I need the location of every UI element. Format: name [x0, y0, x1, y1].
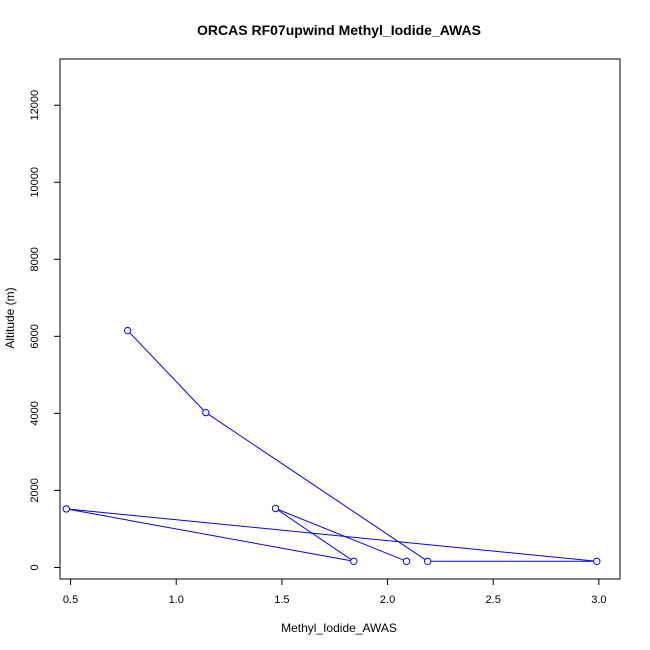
y-tick-label: 6000: [29, 324, 41, 348]
x-tick-label: 1.5: [274, 594, 289, 606]
x-tick-label: 0.5: [63, 594, 78, 606]
y-tick-label: 4000: [29, 401, 41, 425]
data-point: [62, 505, 71, 513]
data-point: [123, 326, 132, 335]
series-line-segment: [205, 412, 428, 562]
x-axis-title: Methyl_Iodide_AWAS: [281, 621, 397, 635]
y-tick-label: 8000: [29, 247, 41, 271]
y-axis-title: Altitude (m): [3, 287, 17, 348]
y-axis: 0 2000 4000 6000 8000 10000 12000: [29, 90, 60, 571]
x-tick-label: 2.0: [380, 594, 395, 606]
y-tick-label: 0: [29, 564, 41, 570]
series-line-segment: [66, 508, 354, 562]
x-tick-label: 2.5: [486, 594, 501, 606]
series-line-segment: [127, 330, 207, 413]
x-tick-label: 1.0: [169, 594, 184, 606]
series-line-segment: [66, 508, 597, 562]
x-tick-label: 3.0: [591, 594, 606, 606]
data-point: [271, 504, 280, 513]
data-point: [402, 557, 411, 565]
y-tick-label: 2000: [29, 478, 41, 502]
chart-title: ORCAS RF07upwind Methyl_Iodide_AWAS: [197, 22, 481, 38]
y-tick-label: 10000: [29, 167, 41, 198]
x-axis: 0.5 1.0 1.5 2.0 2.5 3.0: [63, 579, 607, 606]
y-tick-label: 12000: [29, 90, 41, 121]
series-layer: [62, 326, 601, 565]
data-point: [202, 408, 210, 417]
series-line-segment: [275, 508, 355, 562]
data-point: [423, 557, 432, 565]
plot-frame: [59, 58, 621, 580]
series-line-segment: [275, 508, 407, 562]
data-point: [593, 557, 601, 565]
data-point: [350, 557, 358, 565]
